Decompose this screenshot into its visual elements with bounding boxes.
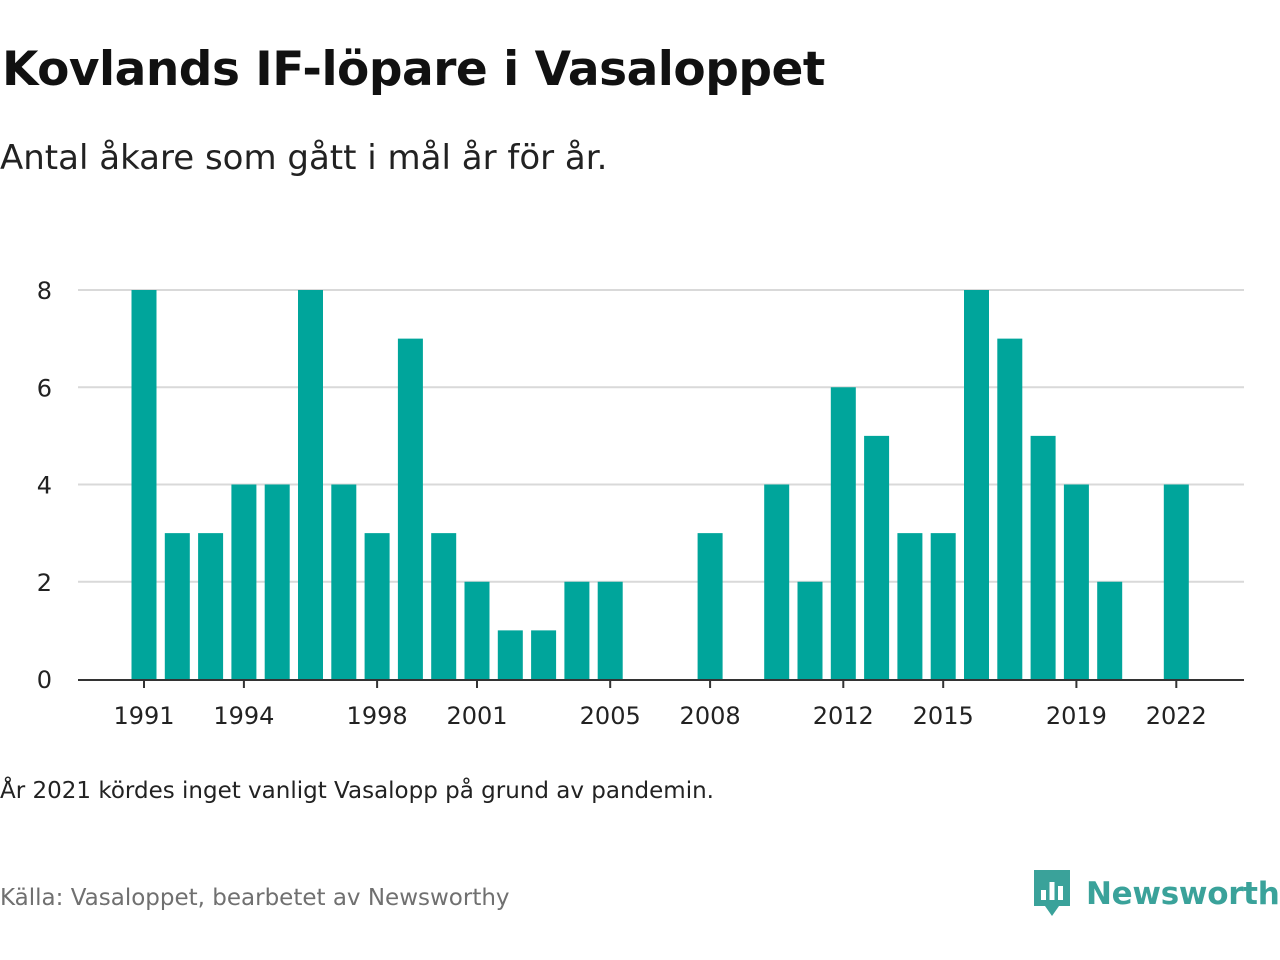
x-tick-label: 2012: [813, 702, 874, 730]
bar-2005: [597, 581, 623, 679]
bar-2011: [797, 581, 823, 679]
bar-1992: [164, 533, 190, 679]
bar-1996: [298, 290, 323, 679]
chart-title: Kovlands IF-löpare i Vasaloppet: [2, 42, 825, 97]
x-tick-label: 1998: [347, 702, 408, 730]
bar-2001: [464, 581, 490, 679]
x-tick-label: 2022: [1146, 702, 1207, 730]
bar-2008: [697, 533, 723, 679]
x-tick-label: 2008: [680, 702, 741, 730]
bar-2017: [997, 338, 1023, 679]
bar-2004: [564, 581, 590, 679]
bar-2010: [764, 484, 790, 679]
y-tick-label: 8: [37, 277, 52, 305]
x-tick-label: 2019: [1046, 702, 1107, 730]
bar-2013: [864, 435, 890, 679]
y-axis: 0 2 4 6 8: [37, 277, 52, 694]
bar-2019: [1063, 484, 1089, 679]
chart-subtitle: Antal åkare som gått i mål år för år.: [0, 138, 608, 178]
newsworthy-brand: Newsworthy: [1032, 868, 1280, 920]
bar-1991: [131, 290, 157, 679]
y-tick-label: 2: [37, 569, 52, 597]
bar-1993: [198, 533, 224, 679]
y-tick-label: 0: [37, 666, 52, 694]
bar-2022: [1163, 484, 1189, 679]
x-tick-label: 1994: [213, 702, 274, 730]
y-tick-label: 4: [37, 472, 52, 500]
bar-chart: 1991 1994 1998 2001 2005 2008 2012 2015 2019 2022…: [37, 277, 1244, 730]
x-tick-label: 2005: [580, 702, 641, 730]
chart-note: År 2021 kördes inget vanligt Vasalopp på…: [0, 778, 714, 804]
bar-2002: [497, 630, 523, 679]
brand-name: Newsworthy: [1086, 876, 1280, 912]
bar-2003: [531, 630, 557, 679]
x-tick-label: 1991: [113, 702, 174, 730]
bar-2012: [830, 387, 856, 679]
bar-2000: [431, 533, 457, 679]
bar-1995: [264, 484, 290, 679]
bar-2015: [930, 533, 956, 679]
y-tick-label: 6: [37, 374, 52, 402]
x-axis: 1991 1994 1998 2001 2005 2008 2012 2015 2019 2022: [78, 679, 1244, 730]
bar-2020: [1097, 581, 1123, 679]
newsworthy-logo-icon: [1034, 870, 1070, 916]
bar-1998: [364, 533, 390, 679]
bar-1999: [397, 338, 423, 679]
bar-2016: [964, 290, 989, 679]
bar-2014: [897, 533, 923, 679]
bars: [131, 290, 1189, 679]
source-text: Källa: Vasaloppet, bearbetet av Newswort…: [0, 885, 510, 911]
x-tick-label: 2015: [913, 702, 974, 730]
x-tick-label: 2001: [446, 702, 507, 730]
bar-2018: [1030, 435, 1056, 679]
bar-1997: [331, 484, 357, 679]
bar-1994: [231, 484, 257, 679]
